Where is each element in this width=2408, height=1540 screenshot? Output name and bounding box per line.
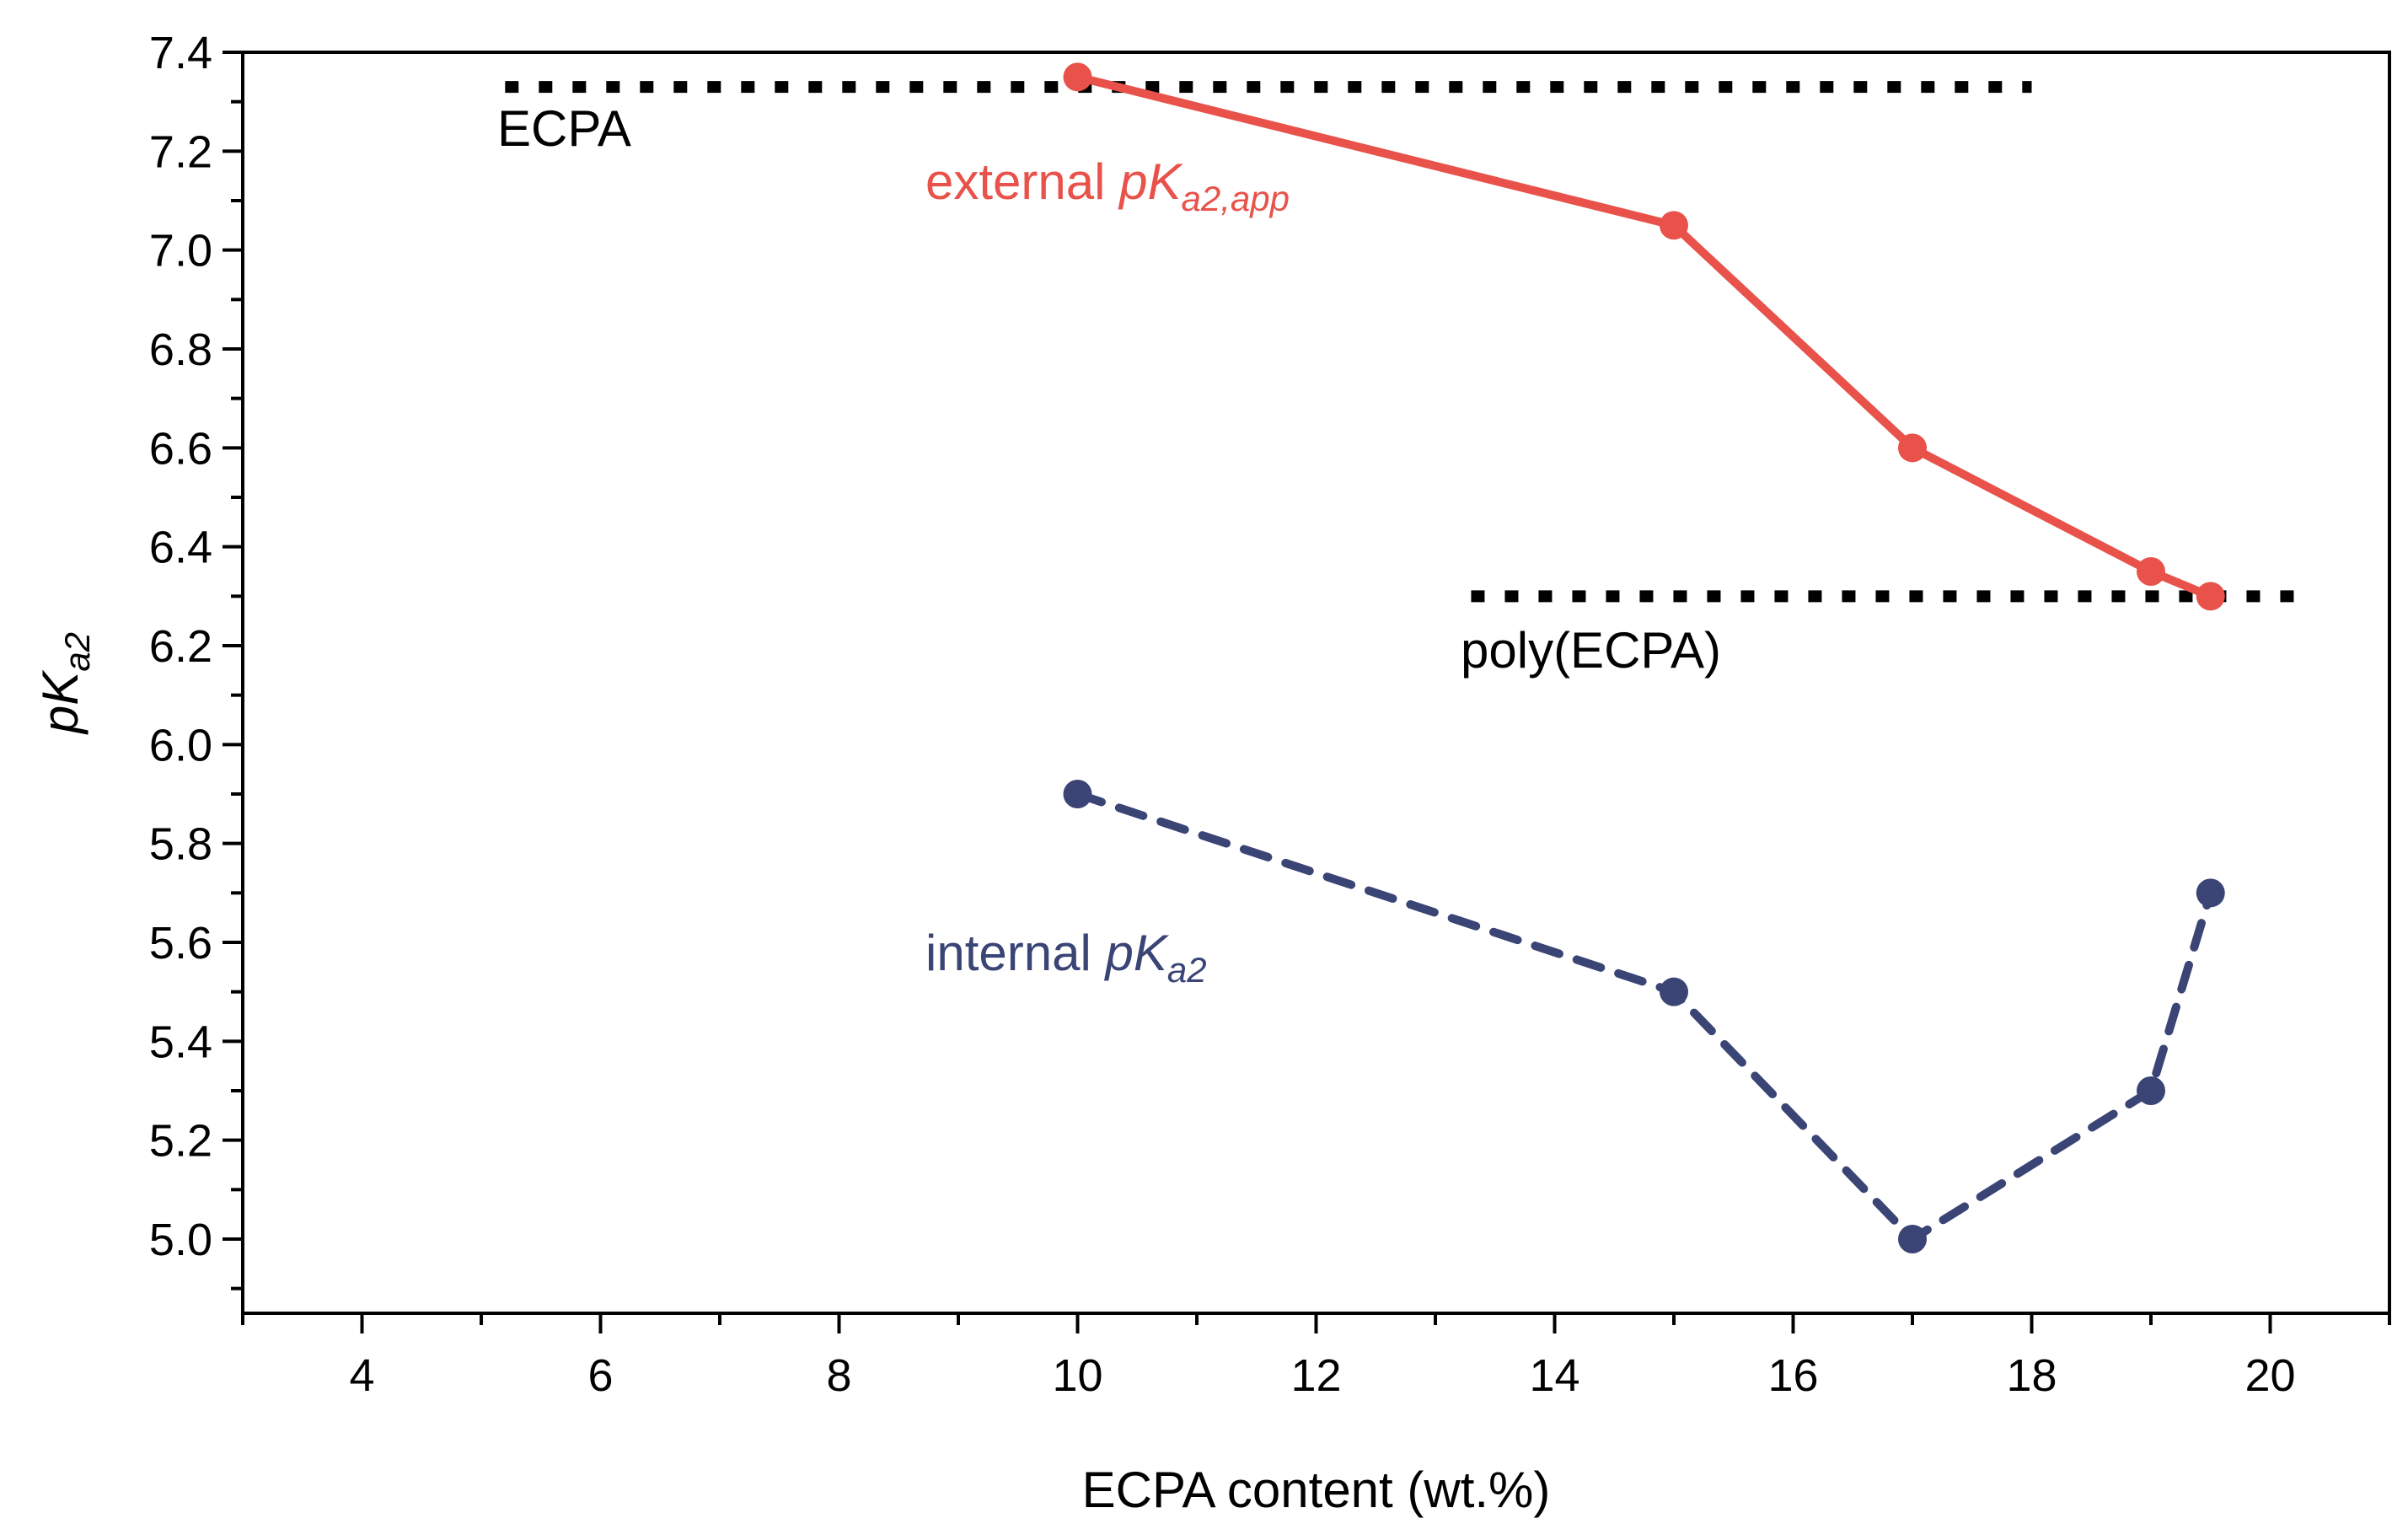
x-tick-label: 8 [826,1350,851,1401]
data-point [2196,582,2225,611]
y-tick-label: 5.8 [149,819,212,870]
y-tick-label: 5.2 [149,1116,212,1167]
series-layer [1063,62,2225,1253]
x-axis: 4 6 8 10 12 14 16 18 20 [241,1313,2391,1401]
plot-frame [241,51,2391,1315]
external-label: external pKa2,app [925,153,1290,218]
x-tick-label: 14 [1529,1350,1579,1401]
poly-ecpa-label-part: poly(ECPA) [1461,622,1721,679]
x-axis-title: ECPA content (wt.%) [1082,1462,1551,1518]
data-point [1660,977,1688,1006]
y-tick-label: 6.4 [149,523,212,573]
x-tick-label: 6 [587,1350,613,1401]
ecpa-label-part: ECPA [497,100,631,157]
x-tick-label: 20 [2244,1350,2295,1401]
internal-label-part: a2 [1167,950,1207,990]
data-point [2137,557,2165,586]
external-label-part: a2,app [1182,179,1290,218]
x-tick-label: 18 [2006,1350,2057,1401]
y-axis-title-sub: a2 [57,632,97,672]
internal-label-part: pK [1103,925,1169,981]
y-tick-label: 5.6 [149,918,212,969]
y-tick-label: 6.2 [149,621,212,672]
series-line [1073,790,2215,1243]
x-tick-label: 4 [349,1350,374,1401]
ecpa-label: ECPA [497,100,631,157]
series-internal [1063,780,2225,1253]
data-point [1063,780,1092,808]
y-tick-label: 7.4 [149,28,212,78]
x-tick-label: 16 [1767,1350,1818,1401]
y-axis-title-main: pK [32,669,88,735]
y-tick-label: 7.2 [149,126,212,177]
internal-label: internal pKa2 [925,925,1207,990]
y-tick-label: 7.0 [149,226,212,276]
y-tick-label: 5.0 [149,1215,212,1265]
data-point [1660,211,1688,240]
x-tick-label: 12 [1290,1350,1341,1401]
series-line [1076,72,2212,600]
internal-label-part: internal [925,925,1105,981]
data-point [1063,62,1092,92]
data-point [1898,1225,1927,1253]
data-point [2137,1076,2165,1105]
y-axis: 5.0 5.2 5.4 5.6 5.8 6.0 6.2 6.4 6.6 6.8 7.0 7.2 7.4 [149,28,243,1290]
external-label-part: external [925,153,1119,210]
data-point [2196,878,2225,908]
poly-ecpa-label: poly(ECPA) [1461,622,1721,679]
x-tick-label: 10 [1052,1350,1102,1401]
y-tick-label: 6.6 [149,423,212,474]
y-tick-label: 6.8 [149,325,212,375]
reference-lines [505,81,2306,603]
y-tick-label: 5.4 [149,1017,212,1067]
series-external [1063,62,2225,611]
y-axis-title: pKa2 [32,632,97,735]
y-tick-label: 6.0 [149,720,212,770]
external-label-part: pK [1118,153,1183,210]
data-point [1898,433,1927,463]
